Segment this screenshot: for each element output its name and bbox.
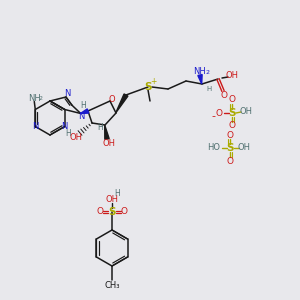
Text: -: - [211,111,215,121]
Text: OH: OH [239,107,253,116]
Text: S: S [144,82,152,92]
Text: S: S [228,108,236,118]
Polygon shape [80,109,89,113]
Text: +: + [150,76,156,85]
Polygon shape [116,94,128,113]
Text: O: O [226,130,233,140]
Text: O: O [229,95,236,104]
Text: OH: OH [70,134,83,142]
Text: O: O [121,208,128,217]
Polygon shape [105,125,109,139]
Text: N: N [61,122,68,131]
Text: H: H [206,86,211,92]
Text: O: O [229,122,236,130]
Text: O: O [97,208,104,217]
Text: NH: NH [194,68,206,76]
Text: N: N [79,112,85,121]
Text: CH₃: CH₃ [104,280,120,290]
Text: OH: OH [226,71,238,80]
Text: S: S [226,143,234,153]
Text: O: O [109,95,115,104]
Text: HO: HO [208,143,220,152]
Text: H: H [80,101,86,110]
Text: N: N [32,122,38,131]
Text: N: N [64,89,70,98]
Text: O: O [215,110,223,118]
Text: O: O [226,157,233,166]
Text: H: H [97,122,103,131]
Polygon shape [198,74,202,84]
Text: 2: 2 [38,96,42,101]
Text: OH: OH [103,140,116,148]
Text: OH: OH [106,196,118,205]
Text: H: H [114,188,120,197]
Text: O: O [220,92,227,100]
Text: NH: NH [28,94,41,103]
Text: OH: OH [238,143,250,152]
Text: 2: 2 [205,70,209,74]
Text: S: S [108,207,116,217]
Text: H: H [65,128,71,137]
